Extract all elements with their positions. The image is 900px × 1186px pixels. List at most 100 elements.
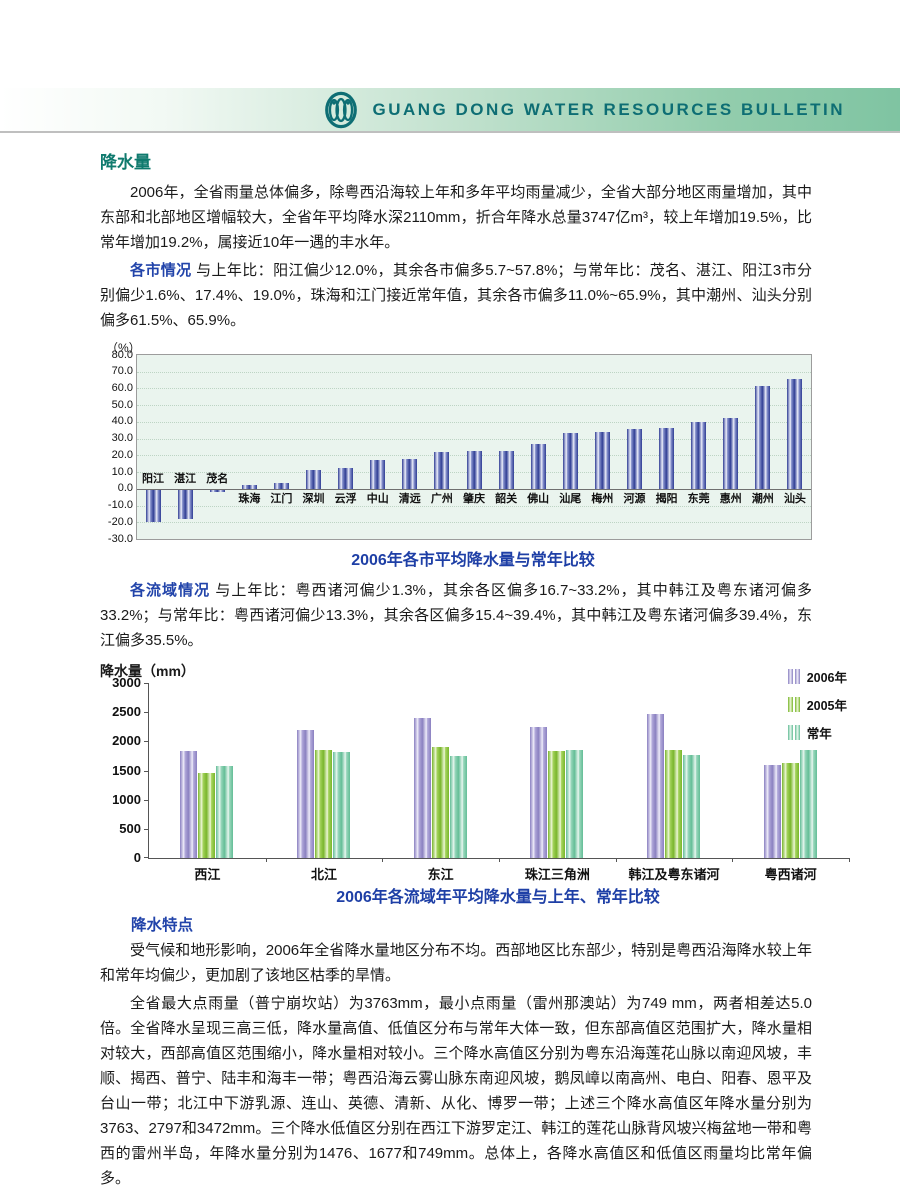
x-tick-mark (382, 858, 384, 862)
x-category-label: 北江 (310, 867, 337, 882)
bar-珠海 (241, 485, 257, 489)
y-tick-mark (144, 799, 149, 801)
x-category-label: 湛江 (174, 472, 197, 485)
y-tick-label: 80.0 (111, 348, 133, 361)
x-category-label: 茂名 (206, 472, 229, 485)
bar-东江-2005年 (431, 746, 449, 858)
legend-swatch (787, 697, 800, 712)
bar-韩江及粤东诸河-2005年 (665, 750, 682, 858)
bar-江门 (273, 482, 289, 489)
legend-swatch (787, 669, 800, 684)
bar-湛江 (177, 489, 193, 519)
x-category-label: 东莞 (687, 492, 710, 505)
chart2-caption: 2006年各流域年平均降水量与上年、常年比较 (336, 889, 660, 906)
bar-粤西诸河-2005年 (781, 762, 799, 858)
bar-东莞 (691, 421, 707, 489)
y-tick-label: -30.0 (107, 532, 133, 545)
bar-深圳 (306, 470, 322, 489)
y-tick-mark (144, 683, 149, 684)
legend-swatch (787, 725, 800, 740)
bar-佛山 (530, 443, 546, 489)
bar-北江-2006年 (297, 730, 314, 858)
y-tick-label: 1000 (112, 791, 141, 807)
x-category-label: 潮州 (751, 492, 774, 505)
x-category-label: 云浮 (334, 492, 357, 505)
legend-row-2006年: 2006年 (787, 667, 847, 686)
gridline (137, 405, 811, 407)
gridline (137, 522, 811, 524)
paragraph-cities: 各市情况 与上年比：阳江偏少12.0%，其余各市偏多5.7~57.8%；与常年比… (100, 258, 812, 333)
paragraph-basins: 各流域情况 与上年比：粤西诸河偏少1.3%，其余各区偏多16.7~33.2%，其… (100, 578, 812, 653)
paragraph-features-1: 受气候和地形影响，2006年全省降水量地区分布不均。西部地区比东部少，特别是粤西… (100, 942, 812, 984)
section-heading-features: 降水特点 (131, 917, 194, 934)
y-tick-label: 50.0 (111, 398, 133, 411)
y-tick-mark (144, 741, 149, 743)
bar-珠江三角洲-2005年 (548, 751, 566, 858)
bar-阳江 (145, 489, 161, 522)
paragraph-overview: 2006年，全省雨量总体偏多，除粤西沿海较上年和多年平均雨量减少，全省大部分地区… (100, 184, 812, 251)
y-tick-label: 60.0 (111, 381, 133, 394)
y-tick-label: 3000 (112, 675, 141, 690)
x-category-label: 肇庆 (462, 492, 485, 505)
bar-中山 (370, 460, 386, 489)
bar-韩江及粤东诸河-常年 (683, 754, 700, 858)
x-tick-mark (849, 858, 850, 862)
x-category-label: 汕尾 (559, 492, 582, 505)
x-category-label: 佛山 (527, 492, 550, 505)
gridline (137, 388, 811, 390)
x-category-label: 深圳 (302, 492, 325, 505)
chart2-plot-area: 0 500 1000 1500 2000 2500 3000 西江 北江 东江 珠江三角洲 韩江及粤东… (112, 669, 850, 882)
page-content: 降水量 2006年，全省雨量总体偏多，除粤西沿海较上年和多年平均雨量减少，全省大… (100, 142, 850, 1186)
water-resources-emblem-icon (325, 91, 358, 128)
x-category-label: 清远 (398, 492, 421, 505)
gridline (137, 505, 811, 507)
x-category-label: 粤西诸河 (764, 867, 817, 882)
x-category-label: 梅州 (591, 492, 614, 505)
bar-茂名 (209, 489, 225, 493)
x-tick-mark (499, 858, 500, 862)
bar-韩江及粤东诸河-2006年 (647, 713, 664, 858)
basin-situation-text: 与上年比：粤西诸河偏少1.3%，其余各区偏多16.7~33.2%，其中韩江及粤东… (100, 582, 812, 649)
x-category-label: 揭阳 (655, 492, 678, 505)
y-tick-label: 0.0 (117, 482, 133, 495)
bar-梅州 (594, 431, 610, 489)
y-tick-label: 40.0 (111, 415, 133, 428)
bar-河源 (626, 429, 642, 489)
bar-东江-常年 (449, 755, 467, 858)
bar-惠州 (723, 417, 739, 489)
y-tick-label: 500 (119, 820, 141, 836)
y-tick-mark (144, 770, 149, 772)
x-category-label: 河源 (623, 492, 646, 505)
y-tick-label: 1500 (112, 762, 141, 778)
y-tick-mark (144, 828, 149, 830)
gridline (137, 438, 811, 440)
chart1-caption: 2006年各市平均降水量与常年比较 (351, 552, 595, 569)
x-category-label: 东江 (427, 867, 454, 882)
bar-北江-常年 (333, 752, 350, 858)
bar-韶关 (498, 451, 514, 489)
x-category-label: 阳江 (142, 472, 165, 485)
y-tick-label: 0 (133, 850, 141, 865)
basin-situation-lead: 各流域情况 (130, 582, 211, 599)
x-category-label: 韶关 (495, 492, 518, 505)
legend-label: 常年 (806, 727, 832, 741)
x-category-label: 汕头 (783, 492, 806, 505)
y-tick-label: 20.0 (111, 448, 133, 461)
bar-珠江三角洲-常年 (566, 750, 584, 858)
y-tick-label: 10.0 (111, 465, 133, 478)
x-category-label: 韩江及粤东诸河 (628, 867, 720, 882)
bar-揭阳 (659, 427, 675, 489)
bar-西江-2006年 (180, 750, 198, 858)
x-category-label: 广州 (430, 492, 453, 505)
y-tick-label: 2000 (112, 733, 141, 749)
chart2-legend: 2006年 2005年常年 (787, 667, 847, 751)
city-situation-text: 与上年比：阳江偏少12.0%，其余各市偏多5.7~57.8%；与常年比：茂名、湛… (100, 262, 812, 329)
legend-row-2005年: 2005年 (787, 695, 847, 714)
city-situation-lead: 各市情况 (130, 262, 192, 279)
bar-汕尾 (562, 432, 578, 489)
bar-北江-2005年 (315, 749, 332, 858)
chart2-y-axis-label: 降水量（mm） (100, 663, 195, 679)
legend-label: 2005年 (806, 699, 847, 713)
y-tick-label: 30.0 (111, 432, 133, 445)
